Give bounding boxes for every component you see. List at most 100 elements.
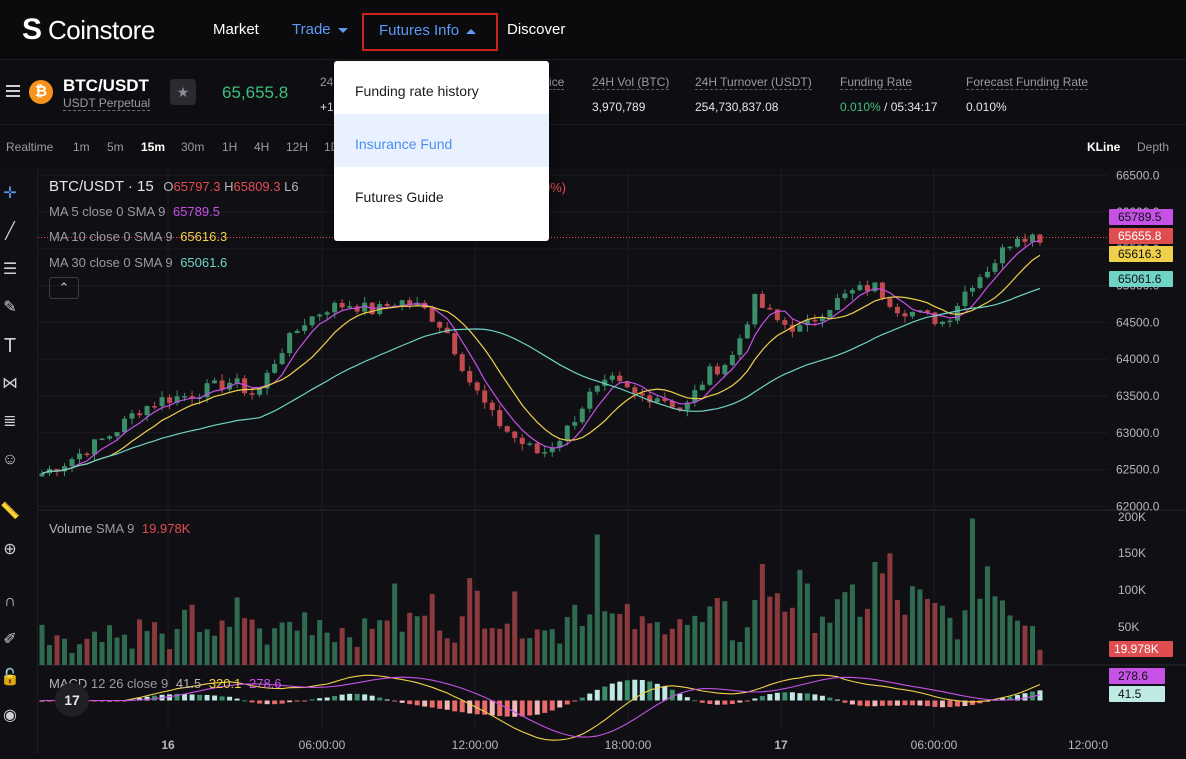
pattern-icon[interactable]: ⋈ <box>2 375 18 392</box>
nav-trade[interactable]: Trade <box>292 21 348 38</box>
time-axis-label: 06:00:00 <box>911 738 958 752</box>
tf-12h[interactable]: 12H <box>286 140 309 154</box>
macd-value-2: 320.1 <box>208 676 242 691</box>
candle-body <box>354 306 360 312</box>
pair-symbol[interactable]: BTC/USDT <box>63 76 149 95</box>
menu-icon[interactable] <box>6 85 20 97</box>
ruler-icon[interactable]: 📏 <box>0 503 20 520</box>
crosshair-icon[interactable]: ✛ <box>3 185 17 202</box>
coinstore-logo[interactable]: S Coinstore <box>22 13 155 47</box>
volume-bar <box>129 648 135 665</box>
volume-bar <box>234 597 240 665</box>
candle-body <box>279 353 285 365</box>
view-depth[interactable]: Depth <box>1137 140 1170 154</box>
nav-market[interactable]: Market <box>213 21 259 38</box>
candle-body <box>534 443 540 454</box>
candle-body <box>294 330 300 334</box>
candle-body <box>887 298 893 307</box>
menu-item-insurance-fund[interactable]: Insurance Fund <box>334 114 549 167</box>
tf-15m[interactable]: 15m <box>141 140 166 154</box>
volume-bar <box>99 642 105 665</box>
tf-realtime[interactable]: Realtime <box>6 140 54 154</box>
stat-funding-label[interactable]: Funding Rate <box>840 75 913 90</box>
candle-body <box>722 364 728 375</box>
ma30-legend: MA 30 close 0 SMA 9 65061.6 <box>49 255 227 270</box>
price-axis-label: 62000.0 <box>1116 499 1160 513</box>
horizontal-lines-icon[interactable]: ☰ <box>2 261 18 278</box>
macd-histogram-bar <box>789 692 795 701</box>
nav-futures-info[interactable]: Futures Info <box>362 13 498 51</box>
tf-4h[interactable]: 4H <box>254 140 270 154</box>
price-chart[interactable]: 66500.066000.065500.065000.064500.064000… <box>38 168 1186 754</box>
menu-item-funding-rate-history[interactable]: Funding rate history <box>355 83 479 99</box>
view-kline[interactable]: KLine <box>1087 140 1121 154</box>
volume-bar <box>347 637 353 665</box>
brush-icon[interactable]: ✎ <box>3 299 17 316</box>
stat-forecast-label[interactable]: Forecast Funding Rate <box>966 75 1089 90</box>
macd-histogram-bar <box>714 700 720 705</box>
macd-tag-label: 278.6 <box>1118 669 1148 683</box>
volume-bar <box>444 638 450 665</box>
volume-bar <box>107 625 113 665</box>
volume-bar <box>857 616 863 665</box>
macd-histogram-bar <box>564 700 570 705</box>
volume-bar <box>302 612 308 665</box>
macd-histogram-bar <box>182 694 188 701</box>
candle-body <box>827 309 833 318</box>
candle-body <box>467 371 473 383</box>
volume-bar <box>534 629 540 665</box>
volume-bar <box>54 635 60 665</box>
lock-drawing-icon[interactable]: ✐ <box>3 631 17 648</box>
text-tool-icon[interactable]: T <box>3 335 17 357</box>
volume-bar <box>744 627 750 665</box>
macd-histogram-bar <box>309 699 315 701</box>
candle-body <box>639 393 645 396</box>
magnet-icon[interactable]: ∩ <box>4 593 16 610</box>
price-tag-label: 65061.6 <box>1118 272 1162 286</box>
visibility-eye-icon[interactable]: ◉ <box>3 707 17 724</box>
candle-body <box>969 287 975 292</box>
contract-type[interactable]: USDT Perpetual <box>63 96 151 111</box>
volume-bar <box>909 586 915 665</box>
volume-bar <box>437 630 443 665</box>
volume-bar <box>249 619 255 665</box>
zoom-in-icon[interactable]: ⊕ <box>3 541 17 558</box>
candle-body <box>624 381 630 388</box>
menu-item-futures-guide[interactable]: Futures Guide <box>355 189 444 205</box>
tf-1h[interactable]: 1H <box>222 140 238 154</box>
candle-body <box>212 380 218 384</box>
collapse-legend-button[interactable]: ⌃ <box>49 277 79 299</box>
volume-bar <box>174 628 180 665</box>
tf-1m[interactable]: 1m <box>73 140 90 154</box>
candle-body <box>782 320 788 325</box>
price-tag-label: 65789.5 <box>1118 210 1162 224</box>
tf-30m[interactable]: 30m <box>181 140 205 154</box>
candle-body <box>879 282 885 299</box>
volume-bar <box>1014 620 1020 665</box>
tf-5m[interactable]: 5m <box>107 140 124 154</box>
lock-icon[interactable]: 🔓 <box>0 669 20 686</box>
macd-histogram-bar <box>392 700 398 702</box>
candle-body <box>459 354 465 372</box>
last-price: 65,655.8 <box>222 83 289 102</box>
trend-line-icon[interactable]: ╱ <box>5 223 15 240</box>
macd-histogram-bar <box>324 697 330 701</box>
macd-histogram-bar <box>264 700 270 705</box>
tradingview-logo[interactable]: 17 <box>55 683 89 717</box>
volume-bar <box>242 618 248 665</box>
macd-histogram-bar <box>294 700 300 702</box>
volume-bar <box>459 616 465 665</box>
ma5-label: MA 5 close 0 SMA 9 <box>49 204 166 219</box>
nav-discover[interactable]: Discover <box>507 21 566 38</box>
candle-body <box>992 263 998 272</box>
volume-bar <box>1022 625 1028 665</box>
candle-body <box>309 316 315 326</box>
volume-bar <box>159 633 165 665</box>
volume-bar <box>962 610 968 665</box>
fib-retracement-icon[interactable]: ≣ <box>3 413 17 430</box>
chart-canvas[interactable]: 66500.066000.065500.065000.064500.064000… <box>38 168 1186 754</box>
macd-histogram-bar <box>699 700 705 703</box>
favorite-star-icon[interactable]: ★ <box>170 79 196 105</box>
emoji-icon[interactable]: ☺ <box>1 451 19 468</box>
candle-body <box>452 333 458 355</box>
